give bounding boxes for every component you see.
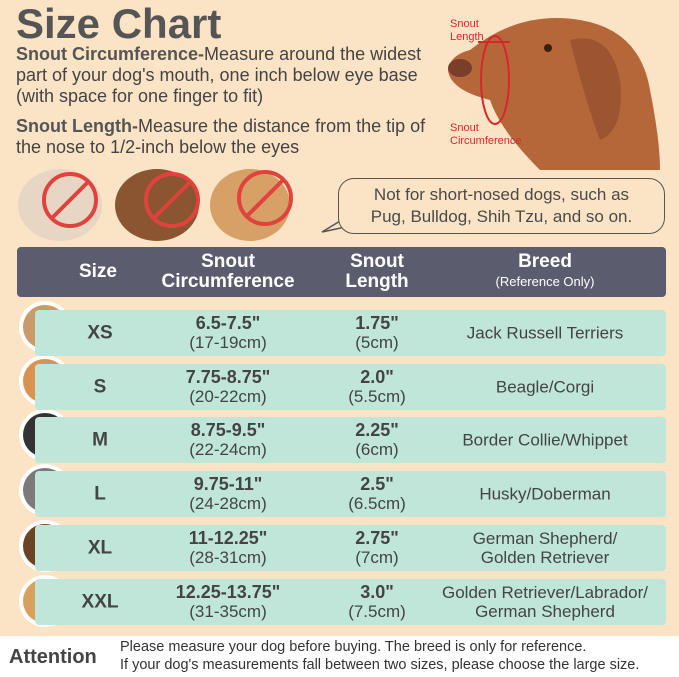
table-row: XS 6.5-7.5" (17-19cm) 1.75" (5cm) Jack Russel… [35, 310, 666, 356]
attention-bar: Attention Please measure your dog before… [0, 636, 679, 677]
circumference-cm: (22-24cm) [189, 440, 267, 459]
length-in: 2.5" [360, 474, 394, 494]
circumference-cell: 6.5-7.5" (17-19cm) [189, 313, 267, 353]
diagram-label: Snout Circumference [450, 122, 522, 147]
size-cell: XS [87, 322, 113, 344]
length-cell: 2.0" (5.5cm) [348, 367, 406, 407]
breed-cell: Beagle/Corgi [495, 377, 595, 397]
table-row: XXL 12.25-13.75" (31-35cm) 3.0" (7.5cm) Golde… [35, 579, 666, 625]
header-subtext: (Reference Only) [495, 274, 595, 289]
circumference-cm: (20-22cm) [189, 387, 267, 406]
short-nosed-dogs [18, 169, 352, 241]
length-cm: (6cm) [355, 440, 399, 459]
size-cell: XL [87, 537, 113, 559]
circumference-cell: 8.75-9.5" (22-24cm) [189, 420, 267, 460]
size-cell: XXL [81, 591, 119, 613]
diagram-label: Snout Length [450, 18, 484, 43]
circumference-in: 8.75-9.5" [190, 420, 266, 440]
circumference-cm: (24-28cm) [189, 494, 267, 513]
breed-cell: Husky/Doberman [479, 484, 611, 504]
header-text: Breed [518, 251, 572, 272]
circumference-in: 7.75-8.75" [185, 367, 271, 387]
length-cell: 2.75" (7cm) [355, 528, 399, 568]
length-cell: 2.25" (6cm) [355, 420, 399, 460]
attention-label: Attention [9, 646, 97, 668]
length-in: 2.25" [355, 420, 399, 440]
instruction: Snout Circumference-Measure around the w… [16, 44, 444, 107]
circumference-cell: 7.75-8.75" (20-22cm) [185, 367, 271, 407]
length-cm: (6.5cm) [348, 494, 406, 513]
size-cell: S [93, 376, 107, 398]
header-cell: Snout Length [345, 251, 409, 292]
circumference-cell: 9.75-11" (24-28cm) [189, 474, 267, 514]
length-in: 2.0" [360, 367, 394, 387]
circumference-cell: 12.25-13.75" (31-35cm) [175, 582, 281, 622]
header-cell: Breed (Reference Only) [496, 252, 595, 292]
length-cell: 3.0" (7.5cm) [348, 582, 406, 622]
length-cell: 1.75" (5cm) [355, 313, 399, 353]
attention-line: If your dog's measurements fall between … [120, 657, 640, 673]
header-cell: Snout Circumference [161, 251, 295, 292]
instruction-text: Measure the distance from the tip of the… [16, 116, 426, 157]
attention-text: Please measure your dog before buying. T… [120, 638, 639, 674]
dog-head [448, 18, 660, 170]
length-in: 3.0" [360, 582, 394, 602]
circumference-in: 6.5-7.5" [195, 313, 261, 333]
note: Not for short-nosed dogs, such as Pug, B… [338, 178, 665, 234]
size-cell: L [94, 483, 106, 505]
circumference-cell: 11-12.25" (28-31cm) [188, 528, 268, 568]
length-in: 1.75" [355, 313, 399, 333]
length-cm: (7cm) [355, 548, 399, 567]
size-cell: M [92, 429, 108, 451]
table-row: S 7.75-8.75" (20-22cm) 2.0" (5.5cm) Beagle/Co… [35, 364, 666, 410]
length-cm: (5cm) [355, 333, 399, 352]
breed-cell: Jack Russell Terriers [466, 323, 624, 343]
instruction: Snout Length-Measure the distance from t… [16, 116, 444, 158]
circumference-cm: (17-19cm) [189, 333, 267, 352]
circumference-in: 9.75-11" [193, 474, 263, 494]
breed-cell: Golden Retriever/Labrador/ German Shephe… [441, 583, 648, 621]
instruction-text: Measure around the widest part of your d… [16, 44, 422, 106]
length-cm: (5.5cm) [348, 387, 406, 406]
circumference-cm: (31-35cm) [189, 602, 267, 621]
circumference-cm: (28-31cm) [189, 548, 267, 567]
attention-line: Please measure your dog before buying. T… [120, 639, 587, 655]
length-cm: (7.5cm) [348, 602, 406, 621]
circumference-in: 12.25-13.75" [175, 582, 281, 602]
table-row: XL 11-12.25" (28-31cm) 2.75" (7cm) German She… [35, 525, 666, 571]
length-in: 2.75" [355, 528, 399, 548]
table-row: L 9.75-11" (24-28cm) 2.5" (6.5cm) Husky/Dober… [35, 471, 666, 517]
instruction-heading: Snout Length- [16, 116, 138, 136]
circumference-in: 11-12.25" [188, 528, 268, 548]
table-header: Size Snout Circumference Snout Length Br… [17, 247, 666, 297]
length-cell: 2.5" (6.5cm) [348, 474, 406, 514]
title: Size Chart [16, 0, 222, 47]
instruction-heading: Snout Circumference- [16, 44, 205, 64]
table-row: M 8.75-9.5" (22-24cm) 2.25" (6cm) Border Coll… [35, 417, 666, 463]
breed-cell: German Shepherd/ Golden Retriever [472, 529, 618, 567]
header-cell: Size [78, 261, 118, 282]
breed-cell: Border Collie/Whippet [462, 430, 628, 450]
